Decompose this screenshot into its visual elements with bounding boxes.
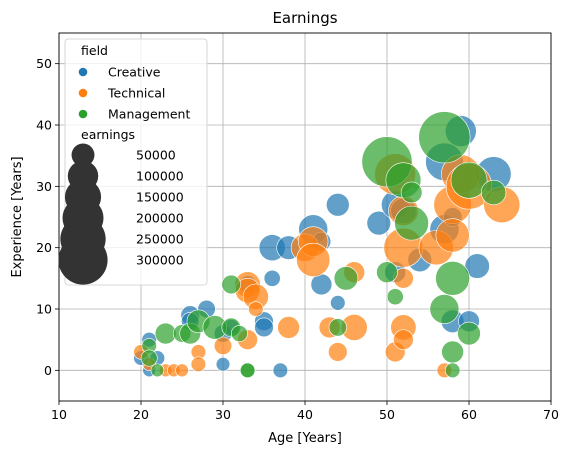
data-points [133, 111, 521, 378]
point-creative [310, 273, 333, 296]
legend-label-management: Management [108, 107, 190, 122]
point-management [376, 261, 398, 284]
point-technical [435, 218, 470, 253]
point-management [457, 321, 481, 346]
y-tick-label: 30 [36, 179, 52, 194]
legend-marker-creative [78, 67, 88, 77]
point-technical [328, 342, 348, 362]
point-management [150, 363, 165, 378]
point-creative [464, 253, 490, 279]
y-axis-label: Experience [Years] [10, 156, 25, 277]
point-creative [326, 192, 350, 217]
x-tick-label: 10 [51, 407, 67, 422]
point-creative [215, 357, 231, 372]
legend-size-label: 200000 [136, 211, 184, 226]
point-technical [213, 336, 233, 355]
point-technical [175, 363, 189, 378]
point-creative [272, 362, 289, 378]
point-management [386, 288, 404, 306]
point-management [394, 205, 429, 241]
legend-size-marker [58, 235, 108, 285]
point-management [230, 325, 248, 342]
x-tick-label: 30 [215, 407, 231, 422]
point-management [441, 340, 464, 364]
legend-label-creative: Creative [108, 65, 161, 80]
point-creative [263, 269, 281, 287]
legend-size-label: 150000 [136, 190, 184, 205]
legend-size-title: earnings [81, 127, 135, 142]
legend-size-label: 50000 [136, 148, 176, 163]
point-management [418, 111, 471, 164]
point-management [140, 349, 158, 367]
point-technical [190, 356, 207, 372]
x-tick-label: 70 [543, 407, 559, 422]
point-management [435, 261, 470, 296]
y-tick-label: 10 [36, 302, 52, 317]
legend-marker-technical [78, 88, 88, 98]
x-tick-label: 20 [133, 407, 149, 422]
legend-size-label: 100000 [136, 169, 184, 184]
point-management [450, 161, 488, 199]
x-tick-label: 60 [461, 407, 477, 422]
x-axis-label: Age [Years] [268, 431, 342, 446]
point-technical [277, 316, 300, 339]
chart-title: Earnings [272, 9, 337, 27]
point-management [333, 266, 359, 291]
y-tick-label: 50 [36, 56, 52, 71]
legend-marker-management [78, 109, 88, 119]
legend-label-technical: Technical [107, 86, 165, 101]
x-tick-label: 50 [379, 407, 395, 422]
point-management [444, 362, 461, 378]
y-tick-label: 0 [44, 363, 52, 378]
point-management [239, 362, 256, 378]
y-tick-label: 20 [36, 240, 52, 255]
point-management [221, 274, 241, 295]
legend-size-marker [71, 143, 95, 167]
point-creative [254, 317, 274, 338]
point-technical [248, 301, 264, 317]
point-technical [393, 329, 414, 350]
point-management [480, 179, 507, 206]
point-management [429, 294, 460, 324]
x-tick-label: 40 [297, 407, 313, 422]
y-tick-label: 40 [36, 118, 52, 133]
point-creative [366, 210, 391, 236]
point-creative [330, 295, 346, 311]
legend-hue-title: field [81, 43, 108, 58]
legend-size-label: 300000 [136, 253, 184, 268]
point-management [328, 318, 347, 337]
point-management [400, 181, 423, 204]
axis-ticks: 10 20 30 40 50 60 70 0 10 20 30 40 50 [36, 56, 559, 422]
point-technical [296, 242, 331, 277]
legend-size-label: 250000 [136, 232, 184, 247]
